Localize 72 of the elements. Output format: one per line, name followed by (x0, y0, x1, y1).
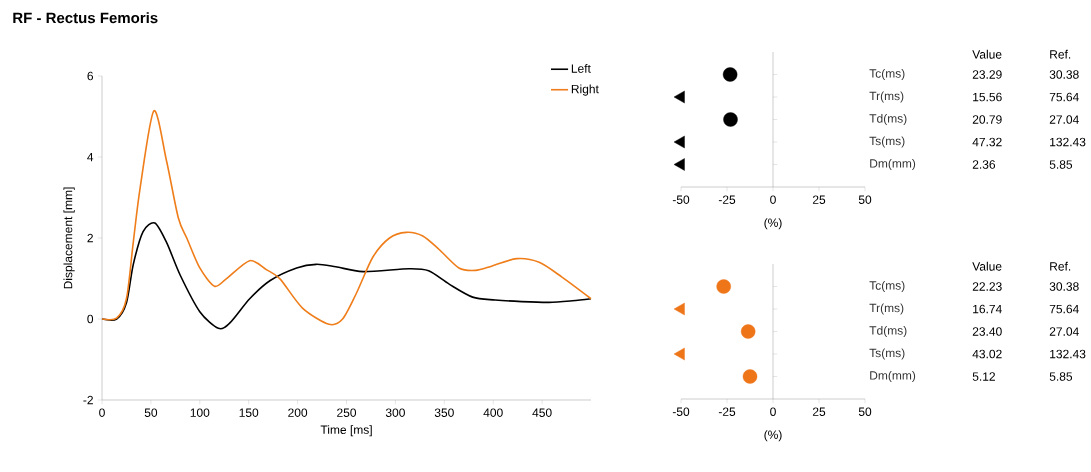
text: 27.04 (1049, 327, 1079, 336)
y-tick-label: Dm(mm) (870, 370, 916, 383)
x-tick-label: -25 (718, 407, 736, 416)
x-tick-label: 150 (239, 408, 259, 417)
text: 23.29 (972, 70, 1002, 79)
text: 30.38 (1049, 282, 1079, 291)
text: Value (972, 49, 1002, 59)
x-tick-label: 25 (812, 195, 826, 204)
text: 132.43 (1050, 137, 1086, 147)
text: 132.43 (1050, 349, 1086, 359)
text: Ref. (1050, 49, 1071, 59)
y-tick-label: Td(ms) (869, 113, 907, 126)
x-tick-label: 350 (434, 408, 454, 417)
x-axis-title: (%) (764, 218, 782, 230)
x-tick-label: 50 (144, 408, 158, 417)
x-tick-label: 400 (483, 408, 503, 417)
text: 23.40 (972, 327, 1002, 336)
point (740, 324, 756, 339)
line-series (101, 110, 592, 326)
x-tick-label: 200 (288, 408, 308, 417)
text: 16.74 (973, 304, 1002, 314)
y-tick-label: 0 (87, 314, 94, 324)
chart-title: RF - Rectus Femoris (13, 12, 158, 24)
x-tick-label: 0 (99, 408, 105, 417)
text: 43.02 (972, 349, 1002, 359)
x-tick-label: 0 (770, 407, 776, 416)
text: 75.64 (1049, 304, 1079, 314)
y-tick-label: Tr(ms) (869, 91, 904, 103)
x-axis-title: Time [ms] (320, 425, 372, 437)
legend-label: Right (571, 84, 599, 96)
text: 5.85 (1049, 160, 1073, 169)
x-tick-label: 250 (337, 408, 357, 417)
x-axis-title: (%) (764, 430, 782, 442)
text: 22.23 (972, 282, 1002, 291)
text: Value (972, 261, 1002, 271)
y-tick-label: 2 (87, 233, 93, 243)
y-tick-label: Tr(ms) (869, 303, 904, 315)
text: 20.79 (972, 115, 1002, 124)
y-tick-label: 4 (87, 152, 94, 162)
text: 30.38 (1049, 70, 1079, 79)
point (673, 347, 685, 361)
text: 15.56 (973, 92, 1002, 102)
y-tick-label: Td(ms) (869, 325, 907, 338)
point (742, 369, 758, 384)
y-tick-label: Dm(mm) (870, 158, 916, 171)
text: 2.36 (972, 160, 996, 169)
y-tick-label: 6 (87, 71, 94, 81)
point (716, 279, 731, 294)
x-tick-label: 450 (532, 408, 552, 417)
point (673, 302, 685, 316)
y-tick-label: Ts(ms) (869, 136, 905, 148)
x-tick-label: 25 (812, 407, 826, 416)
text: 27.04 (1049, 115, 1079, 124)
x-tick-label: 50 (858, 195, 872, 204)
text: 75.64 (1049, 92, 1079, 102)
x-tick-label: 300 (385, 408, 405, 417)
y-tick-label: Ts(ms) (869, 348, 905, 360)
y-tick-label: Tc(ms) (869, 68, 905, 81)
text: 5.12 (972, 372, 995, 381)
x-tick-label: -50 (672, 195, 690, 204)
y-tick-label: -2 (83, 395, 93, 405)
text: Ref. (1050, 261, 1071, 271)
x-tick-label: -50 (672, 407, 690, 416)
x-tick-label: 0 (770, 195, 776, 204)
y-axis-title: Displacement [mm] (63, 187, 75, 289)
text: 47.32 (972, 137, 1002, 147)
x-tick-label: 100 (190, 408, 210, 417)
legend-label: Left (571, 63, 591, 73)
text: 5.85 (1049, 372, 1073, 381)
x-tick-label: 50 (858, 407, 872, 416)
y-tick-label: Tc(ms) (869, 280, 905, 293)
x-tick-label: -25 (718, 195, 736, 204)
